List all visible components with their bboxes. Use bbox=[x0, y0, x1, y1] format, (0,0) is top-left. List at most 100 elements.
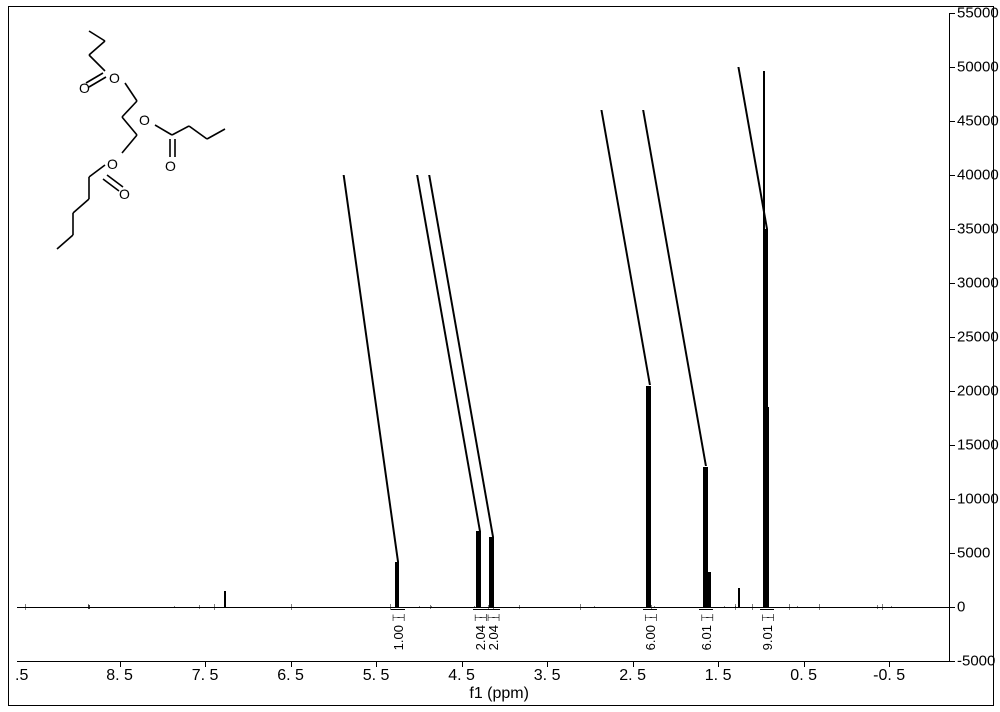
nmr-peak bbox=[708, 572, 711, 607]
baseline-noise bbox=[174, 606, 175, 608]
atom-o: O bbox=[107, 156, 118, 172]
peak-leader bbox=[342, 175, 398, 562]
baseline-noise bbox=[89, 605, 90, 609]
baseline-noise bbox=[199, 605, 200, 609]
x-tick-label: 3. 5 bbox=[534, 667, 561, 685]
y-tick bbox=[949, 229, 955, 230]
peak-leader bbox=[428, 175, 493, 537]
baseline-noise bbox=[763, 607, 764, 608]
y-tick-label: 30000 bbox=[957, 275, 999, 292]
y-tick bbox=[949, 499, 955, 500]
baseline-noise bbox=[430, 605, 431, 609]
x-tick-label: 1. 5 bbox=[705, 667, 732, 685]
y-tick-label: -5000 bbox=[957, 653, 995, 670]
baseline-noise bbox=[877, 605, 878, 608]
nmr-peak bbox=[489, 537, 494, 607]
y-tick-label: 15000 bbox=[957, 437, 999, 454]
x-tick-label: -0. 5 bbox=[873, 667, 905, 685]
baseline-noise bbox=[493, 605, 494, 608]
y-tick bbox=[949, 553, 955, 554]
y-tick-label: 55000 bbox=[957, 5, 999, 22]
atom-o: O bbox=[165, 158, 176, 174]
atom-o: O bbox=[79, 80, 90, 96]
y-tick bbox=[949, 121, 955, 122]
y-tick bbox=[949, 445, 955, 446]
nmr-peak bbox=[646, 386, 651, 607]
baseline-noise bbox=[488, 605, 489, 609]
baseline-noise bbox=[390, 604, 391, 610]
y-tick-label: 0 bbox=[957, 599, 965, 616]
integration-curve bbox=[391, 609, 405, 610]
baseline-noise bbox=[224, 606, 225, 607]
baseline-noise bbox=[419, 606, 420, 607]
integration-value: 6.01 bbox=[699, 625, 714, 650]
baseline-noise bbox=[594, 606, 595, 608]
x-tick-label: .5 bbox=[15, 667, 28, 685]
y-tick bbox=[949, 67, 955, 68]
x-tick-label: 6. 5 bbox=[277, 667, 304, 685]
integration-curve bbox=[643, 609, 657, 610]
y-tick bbox=[949, 13, 955, 14]
nmr-peak bbox=[738, 588, 740, 607]
y-tick-label: 10000 bbox=[957, 491, 999, 508]
baseline-noise bbox=[291, 604, 292, 609]
baseline-noise bbox=[519, 605, 520, 610]
baseline-noise bbox=[891, 606, 892, 608]
atom-o: O bbox=[119, 186, 130, 202]
peak-leader bbox=[642, 110, 706, 466]
baseline-noise bbox=[882, 604, 883, 610]
integration-curve bbox=[486, 609, 500, 610]
x-tick-label: 7. 5 bbox=[192, 667, 219, 685]
atom-o: O bbox=[139, 112, 150, 128]
y-tick-label: 50000 bbox=[957, 59, 999, 76]
molecule-structure: O O O O O O bbox=[27, 21, 247, 301]
integration-bracket: ⊢⊣ bbox=[487, 613, 496, 624]
nmr-peak bbox=[476, 531, 481, 607]
y-tick bbox=[949, 337, 955, 338]
baseline-noise bbox=[651, 605, 652, 608]
x-tick-label: 0. 5 bbox=[790, 667, 817, 685]
nmr-peak bbox=[763, 71, 765, 607]
integration-bracket: ⊢⊣ bbox=[474, 613, 483, 624]
nmr-peak bbox=[767, 407, 769, 607]
baseline-noise bbox=[819, 604, 820, 610]
nmr-peak bbox=[395, 562, 399, 607]
spectrum-frame: O O O O O O .5 -0. 5 0. 5 1. 5 2. 5 3. 5 4. 5 5… bbox=[8, 6, 994, 706]
peak-leader bbox=[416, 175, 480, 531]
y-tick bbox=[949, 283, 955, 284]
y-tick-label: 25000 bbox=[957, 329, 999, 346]
y-tick-label: 40000 bbox=[957, 167, 999, 184]
x-tick-label: 5. 5 bbox=[363, 667, 390, 685]
x-axis bbox=[17, 661, 949, 662]
x-tick-label: 4. 5 bbox=[448, 667, 475, 685]
baseline-noise bbox=[580, 604, 581, 610]
baseline-noise bbox=[25, 604, 26, 609]
peak-leader bbox=[600, 110, 650, 385]
y-tick bbox=[949, 391, 955, 392]
integration-bracket: ⊢⊣ bbox=[644, 613, 653, 624]
x-axis-title: f1 (ppm) bbox=[469, 685, 529, 703]
integration-curve bbox=[699, 609, 713, 610]
integration-bracket: ⊢⊣ bbox=[701, 613, 710, 624]
baseline-noise bbox=[735, 604, 736, 609]
atom-o: O bbox=[109, 70, 120, 86]
baseline-noise bbox=[789, 604, 790, 609]
integration-value: 6.00 bbox=[643, 625, 658, 650]
baseline-noise bbox=[654, 606, 655, 608]
nmr-peak bbox=[224, 591, 226, 607]
integration-value: 2.04 bbox=[486, 625, 501, 650]
baseline-noise bbox=[125, 607, 126, 608]
baseline-noise bbox=[431, 606, 432, 609]
y-tick-label: 45000 bbox=[957, 113, 999, 130]
baseline-noise bbox=[752, 604, 753, 609]
y-tick bbox=[949, 661, 955, 662]
x-tick-label: 8. 5 bbox=[106, 667, 133, 685]
x-tick-label: 2. 5 bbox=[619, 667, 646, 685]
y-tick-label: 20000 bbox=[957, 383, 999, 400]
integration-bracket: ⊢⊣ bbox=[761, 613, 770, 624]
integration-value: 1.00 bbox=[391, 625, 406, 650]
y-tick-label: 35000 bbox=[957, 221, 999, 238]
baseline-noise bbox=[474, 606, 475, 608]
baseline-noise bbox=[724, 606, 725, 609]
baseline-noise bbox=[797, 606, 798, 608]
